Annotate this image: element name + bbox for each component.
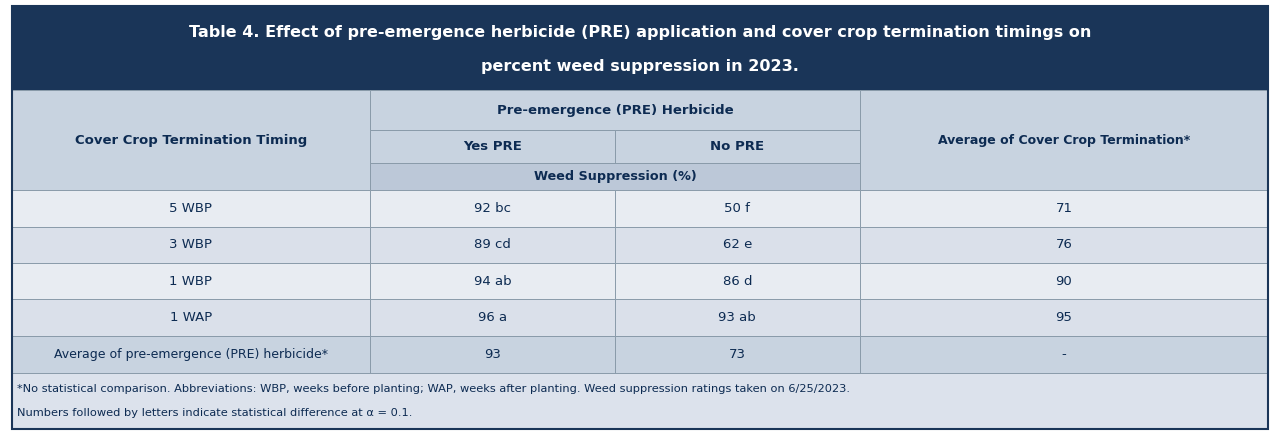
Bar [370, 227, 614, 263]
Bar [860, 191, 1268, 227]
Bar [370, 163, 860, 191]
Bar [12, 336, 370, 373]
Bar [370, 191, 614, 227]
Bar [614, 191, 860, 227]
Text: *No statistical comparison. Abbreviations: WBP, weeks before planting; WAP, week: *No statistical comparison. Abbreviation… [17, 384, 850, 394]
Text: Table 4. Effect of pre-emergence herbicide (PRE) application and cover crop term: Table 4. Effect of pre-emergence herbici… [189, 25, 1091, 40]
Text: 94 ab: 94 ab [474, 275, 511, 288]
Bar [370, 131, 614, 163]
Text: Yes PRE: Yes PRE [463, 140, 522, 153]
Bar [614, 300, 860, 336]
Bar [860, 336, 1268, 373]
Text: No PRE: No PRE [710, 140, 764, 153]
Bar [12, 90, 370, 191]
Bar [614, 336, 860, 373]
Text: 1 WAP: 1 WAP [170, 311, 212, 324]
Bar [12, 373, 1268, 429]
Text: 86 d: 86 d [723, 275, 753, 288]
Bar [12, 300, 370, 336]
Text: 73: 73 [728, 348, 746, 361]
Bar [860, 227, 1268, 263]
Text: 96 a: 96 a [477, 311, 507, 324]
Bar [12, 191, 370, 227]
Text: Pre-emergence (PRE) Herbicide: Pre-emergence (PRE) Herbicide [497, 104, 733, 117]
Text: 92 bc: 92 bc [474, 202, 511, 215]
Text: 62 e: 62 e [723, 238, 753, 251]
Bar [614, 131, 860, 163]
Bar [12, 263, 370, 300]
Bar [860, 90, 1268, 191]
Text: Cover Crop Termination Timing: Cover Crop Termination Timing [74, 134, 307, 147]
Text: 95: 95 [1056, 311, 1073, 324]
Bar [860, 263, 1268, 300]
Text: 71: 71 [1056, 202, 1073, 215]
Text: 50 f: 50 f [724, 202, 750, 215]
Text: percent weed suppression in 2023.: percent weed suppression in 2023. [481, 59, 799, 74]
Text: 93: 93 [484, 348, 500, 361]
Text: -: - [1061, 348, 1066, 361]
Text: 89 cd: 89 cd [474, 238, 511, 251]
Bar [370, 300, 614, 336]
Bar [614, 263, 860, 300]
Text: 5 WBP: 5 WBP [169, 202, 212, 215]
Text: 1 WBP: 1 WBP [169, 275, 212, 288]
Bar [370, 90, 860, 131]
Text: Average of Cover Crop Termination*: Average of Cover Crop Termination* [938, 134, 1190, 147]
Bar [12, 227, 370, 263]
Text: 3 WBP: 3 WBP [169, 238, 212, 251]
Text: 90: 90 [1056, 275, 1073, 288]
Text: 93 ab: 93 ab [718, 311, 756, 324]
Text: 76: 76 [1056, 238, 1073, 251]
Bar [12, 6, 1268, 90]
Bar [860, 300, 1268, 336]
Text: Average of pre-emergence (PRE) herbicide*: Average of pre-emergence (PRE) herbicide… [54, 348, 328, 361]
Text: Numbers followed by letters indicate statistical difference at α = 0.1.: Numbers followed by letters indicate sta… [17, 408, 412, 418]
Bar [614, 227, 860, 263]
Bar [370, 336, 614, 373]
Text: Weed Suppression (%): Weed Suppression (%) [534, 170, 696, 184]
Bar [370, 263, 614, 300]
